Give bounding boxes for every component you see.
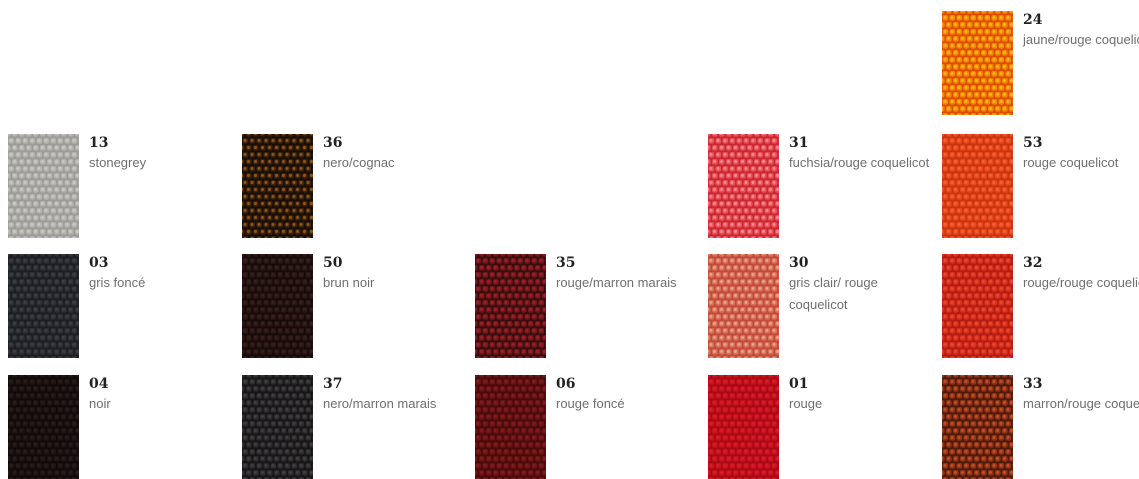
swatch-name: noir bbox=[89, 396, 111, 411]
swatch-label: 32 rouge/rouge coquelicot bbox=[1023, 254, 1139, 294]
swatch-04[interactable]: 04 noir bbox=[8, 375, 238, 479]
swatch-code: 30 bbox=[789, 255, 809, 271]
fabric-swatch-image[interactable] bbox=[8, 375, 79, 479]
fabric-texture bbox=[942, 134, 1013, 238]
swatch-37[interactable]: 37 nero/marron marais bbox=[242, 375, 472, 479]
fabric-swatch-image[interactable] bbox=[708, 134, 779, 238]
swatch-name: jaune/rouge coquelicot bbox=[1023, 32, 1139, 47]
fabric-texture bbox=[475, 375, 546, 479]
swatch-name: stonegrey bbox=[89, 155, 147, 170]
swatch-label: 50 brun noir bbox=[323, 254, 473, 294]
fabric-texture bbox=[8, 375, 79, 479]
swatch-code: 36 bbox=[323, 135, 343, 151]
swatch-code: 13 bbox=[89, 135, 109, 151]
swatch-name: fuchsia/rouge coquelicot bbox=[789, 155, 930, 170]
swatch-name: nero/marron marais bbox=[323, 396, 437, 411]
fabric-swatch-image[interactable] bbox=[708, 375, 779, 479]
swatch-30[interactable]: 30 gris clair/ rouge coquelicot bbox=[708, 254, 938, 358]
swatch-code: 33 bbox=[1023, 376, 1043, 392]
fabric-texture bbox=[942, 375, 1013, 479]
swatch-name: rouge/rouge coquelicot bbox=[1023, 275, 1139, 290]
swatch-label: 01 rouge bbox=[789, 375, 939, 415]
fabric-swatch-image[interactable] bbox=[242, 254, 313, 358]
swatch-code: 03 bbox=[89, 255, 109, 271]
fabric-texture bbox=[242, 134, 313, 238]
swatch-name: rouge foncé bbox=[556, 396, 625, 411]
fabric-swatch-image[interactable] bbox=[942, 254, 1013, 358]
swatch-label: 31 fuchsia/rouge coquelicot bbox=[789, 134, 939, 174]
fabric-swatch-image[interactable] bbox=[942, 375, 1013, 479]
swatch-code: 31 bbox=[789, 135, 809, 151]
swatch-label: 36 nero/cognac bbox=[323, 134, 473, 174]
fabric-texture bbox=[942, 254, 1013, 358]
swatch-33[interactable]: 33 marron/rouge coquelicot bbox=[942, 375, 1139, 479]
swatch-name: nero/cognac bbox=[323, 155, 395, 170]
fabric-texture bbox=[8, 134, 79, 238]
fabric-swatch-image[interactable] bbox=[475, 254, 546, 358]
swatch-32[interactable]: 32 rouge/rouge coquelicot bbox=[942, 254, 1139, 358]
swatch-06[interactable]: 06 rouge foncé bbox=[475, 375, 705, 479]
fabric-swatch-image[interactable] bbox=[942, 11, 1013, 115]
fabric-texture bbox=[708, 375, 779, 479]
swatch-01[interactable]: 01 rouge bbox=[708, 375, 938, 479]
swatch-label: 35 rouge/marron marais bbox=[556, 254, 706, 294]
swatch-label: 24 jaune/rouge coquelicot bbox=[1023, 11, 1139, 51]
fabric-texture bbox=[242, 254, 313, 358]
swatch-code: 04 bbox=[89, 376, 109, 392]
swatch-label: 06 rouge foncé bbox=[556, 375, 706, 415]
fabric-swatch-image[interactable] bbox=[242, 134, 313, 238]
swatch-name: brun noir bbox=[323, 275, 375, 290]
swatch-label: 53 rouge coquelicot bbox=[1023, 134, 1139, 174]
swatch-code: 01 bbox=[789, 376, 809, 392]
fabric-swatch-image[interactable] bbox=[942, 134, 1013, 238]
swatch-code: 35 bbox=[556, 255, 576, 271]
swatch-13[interactable]: 13 stonegrey bbox=[8, 134, 238, 238]
swatch-code: 53 bbox=[1023, 135, 1043, 151]
swatch-35[interactable]: 35 rouge/marron marais bbox=[475, 254, 705, 358]
fabric-texture bbox=[942, 11, 1013, 115]
swatch-label: 37 nero/marron marais bbox=[323, 375, 473, 415]
swatch-name: gris foncé bbox=[89, 275, 146, 290]
swatch-name: rouge bbox=[789, 396, 823, 411]
swatch-50[interactable]: 50 brun noir bbox=[242, 254, 472, 358]
swatch-31[interactable]: 31 fuchsia/rouge coquelicot bbox=[708, 134, 938, 238]
swatch-label: 04 noir bbox=[89, 375, 239, 415]
swatch-label: 33 marron/rouge coquelicot bbox=[1023, 375, 1139, 415]
fabric-swatch-image[interactable] bbox=[475, 375, 546, 479]
fabric-texture bbox=[475, 254, 546, 358]
swatch-code: 37 bbox=[323, 376, 343, 392]
fabric-texture bbox=[708, 254, 779, 358]
fabric-texture bbox=[708, 134, 779, 238]
swatch-03[interactable]: 03 gris foncé bbox=[8, 254, 238, 358]
swatch-label: 30 gris clair/ rouge coquelicot bbox=[789, 254, 939, 316]
swatch-code: 50 bbox=[323, 255, 343, 271]
swatch-name: rouge/marron marais bbox=[556, 275, 677, 290]
swatch-name: rouge coquelicot bbox=[1023, 155, 1119, 170]
swatch-36[interactable]: 36 nero/cognac bbox=[242, 134, 472, 238]
fabric-swatch-image[interactable] bbox=[242, 375, 313, 479]
fabric-swatch-image[interactable] bbox=[8, 134, 79, 238]
fabric-swatch-image[interactable] bbox=[708, 254, 779, 358]
fabric-texture bbox=[242, 375, 313, 479]
swatch-code: 24 bbox=[1023, 12, 1043, 28]
swatch-label: 13 stonegrey bbox=[89, 134, 239, 174]
swatch-name: marron/rouge coquelicot bbox=[1023, 396, 1139, 411]
fabric-texture bbox=[8, 254, 79, 358]
swatch-code: 32 bbox=[1023, 255, 1043, 271]
swatch-53[interactable]: 53 rouge coquelicot bbox=[942, 134, 1139, 238]
swatch-label: 03 gris foncé bbox=[89, 254, 239, 294]
swatch-name: gris clair/ rouge coquelicot bbox=[789, 275, 878, 312]
swatch-24[interactable]: 24 jaune/rouge coquelicot bbox=[942, 11, 1139, 115]
fabric-swatch-image[interactable] bbox=[8, 254, 79, 358]
swatch-code: 06 bbox=[556, 376, 576, 392]
